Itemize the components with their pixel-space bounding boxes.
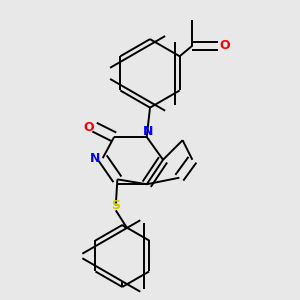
Text: O: O — [219, 39, 230, 52]
Text: N: N — [143, 124, 154, 138]
Text: O: O — [83, 121, 94, 134]
Text: N: N — [90, 152, 101, 165]
Text: S: S — [111, 199, 120, 212]
